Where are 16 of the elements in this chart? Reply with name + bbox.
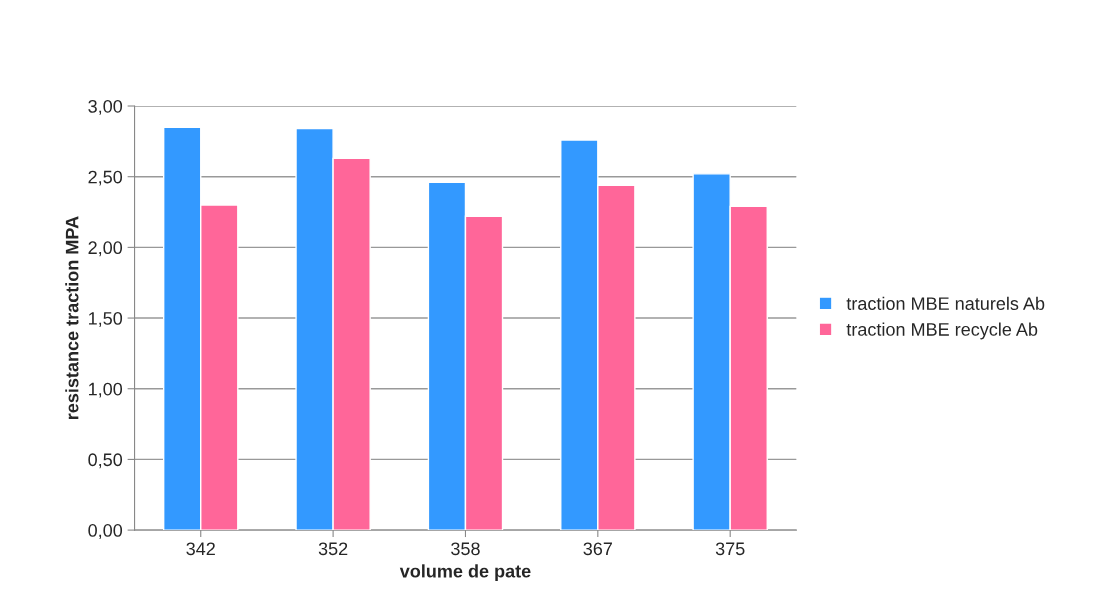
y-tick-label: 3,00 [88, 99, 123, 115]
x-axis-title: volume de pate [399, 564, 531, 582]
legend-label: traction MBE naturels Ab [846, 296, 1045, 310]
y-tick-label: 2,00 [88, 241, 123, 257]
y-tick-label: 1,00 [89, 382, 123, 398]
y-tick-label: 1,50 [89, 311, 123, 327]
y-tick-label: 2,50 [88, 170, 123, 186]
y-tick-label: 0,00 [88, 524, 123, 539]
x-tick-label: 342 [186, 542, 215, 556]
y-tick-label: 0,50 [88, 453, 123, 469]
x-tick-label: 375 [715, 542, 745, 556]
y-axis-title: resistance traction MPA [65, 216, 79, 420]
x-tick-label: 367 [583, 542, 612, 556]
legend-label: traction MBE recycle Ab [846, 322, 1038, 340]
x-tick-label: 358 [451, 542, 480, 556]
x-tick-label: 352 [318, 542, 348, 556]
